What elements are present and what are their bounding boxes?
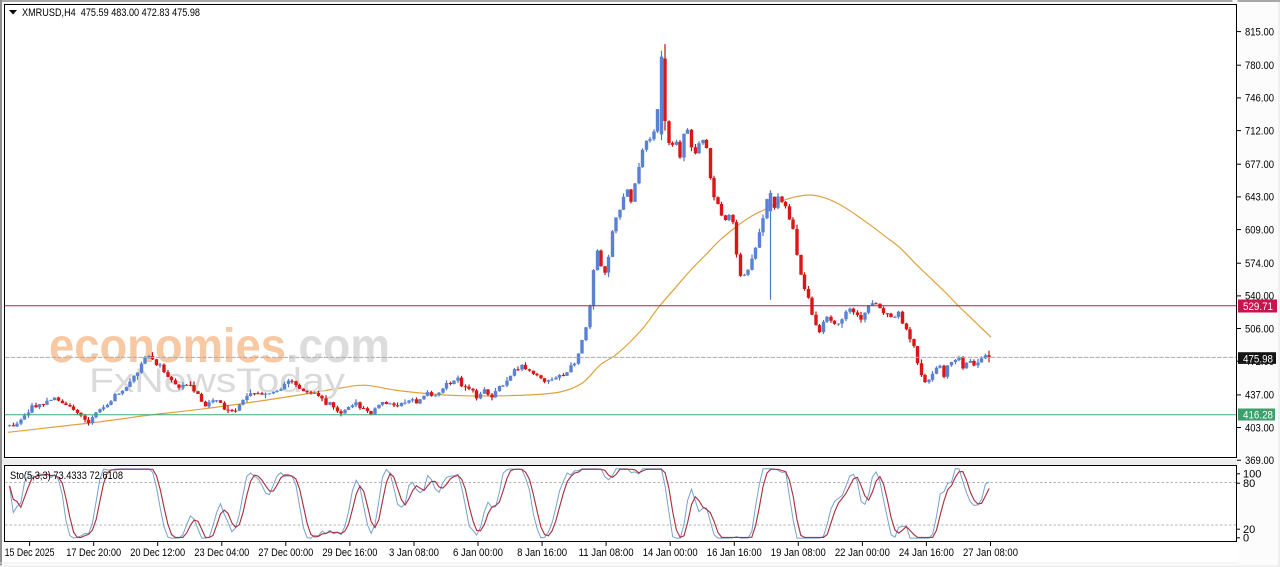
svg-text:506.00: 506.00 bbox=[1245, 323, 1274, 335]
svg-text:19 Jan 08:00: 19 Jan 08:00 bbox=[771, 547, 826, 559]
svg-text:80: 80 bbox=[1243, 478, 1255, 490]
svg-text:403.00: 403.00 bbox=[1245, 422, 1274, 434]
svg-text:3 Jan 08:00: 3 Jan 08:00 bbox=[389, 547, 439, 559]
svg-text:27 Jan 08:00: 27 Jan 08:00 bbox=[963, 547, 1018, 559]
svg-text:XMRUSD,H4 475.59 483.00 472.8: XMRUSD,H4 475.59 483.00 472.83 475.98 bbox=[22, 7, 200, 19]
svg-text:369.00: 369.00 bbox=[1245, 455, 1274, 467]
svg-text:15 Dec 2025: 15 Dec 2025 bbox=[5, 547, 55, 559]
svg-text:677.00: 677.00 bbox=[1245, 159, 1274, 171]
svg-text:27 Dec 00:00: 27 Dec 00:00 bbox=[258, 547, 313, 559]
svg-text:FxNewsToday: FxNewsToday bbox=[89, 362, 345, 400]
svg-text:23 Dec 04:00: 23 Dec 04:00 bbox=[194, 547, 249, 559]
svg-text:16 Jan 16:00: 16 Jan 16:00 bbox=[707, 547, 762, 559]
svg-text:780.00: 780.00 bbox=[1245, 60, 1274, 72]
svg-text:22 Jan 00:00: 22 Jan 00:00 bbox=[835, 547, 890, 559]
svg-text:437.00: 437.00 bbox=[1245, 390, 1274, 402]
svg-text:475.98: 475.98 bbox=[1243, 353, 1273, 365]
svg-text:17 Dec 20:00: 17 Dec 20:00 bbox=[66, 547, 121, 559]
svg-text:economies: economies bbox=[49, 320, 286, 373]
svg-text:643.00: 643.00 bbox=[1245, 192, 1274, 204]
svg-text:20: 20 bbox=[1243, 524, 1255, 536]
svg-text:8 Jan 16:00: 8 Jan 16:00 bbox=[517, 547, 567, 559]
svg-text:416.28: 416.28 bbox=[1243, 410, 1273, 422]
svg-text:529.71: 529.71 bbox=[1243, 301, 1273, 313]
svg-text:6 Jan 00:00: 6 Jan 00:00 bbox=[453, 547, 503, 559]
svg-text:574.00: 574.00 bbox=[1245, 258, 1274, 270]
svg-text:0: 0 bbox=[1243, 533, 1249, 545]
svg-text:11 Jan 08:00: 11 Jan 08:00 bbox=[579, 547, 634, 559]
svg-text:.com: .com bbox=[286, 320, 390, 373]
svg-text:14 Jan 00:00: 14 Jan 00:00 bbox=[643, 547, 698, 559]
svg-text:609.00: 609.00 bbox=[1245, 224, 1274, 236]
svg-text:24 Jan 16:00: 24 Jan 16:00 bbox=[899, 547, 954, 559]
svg-text:29 Dec 16:00: 29 Dec 16:00 bbox=[322, 547, 377, 559]
svg-text:815.00: 815.00 bbox=[1245, 26, 1274, 38]
svg-text:Sto(5,3,3) 73.4333 72.6108: Sto(5,3,3) 73.4333 72.6108 bbox=[10, 470, 123, 482]
svg-text:746.00: 746.00 bbox=[1245, 93, 1274, 105]
svg-text:100: 100 bbox=[1243, 469, 1261, 481]
svg-text:712.00: 712.00 bbox=[1245, 125, 1274, 137]
svg-text:20 Dec 12:00: 20 Dec 12:00 bbox=[130, 547, 185, 559]
